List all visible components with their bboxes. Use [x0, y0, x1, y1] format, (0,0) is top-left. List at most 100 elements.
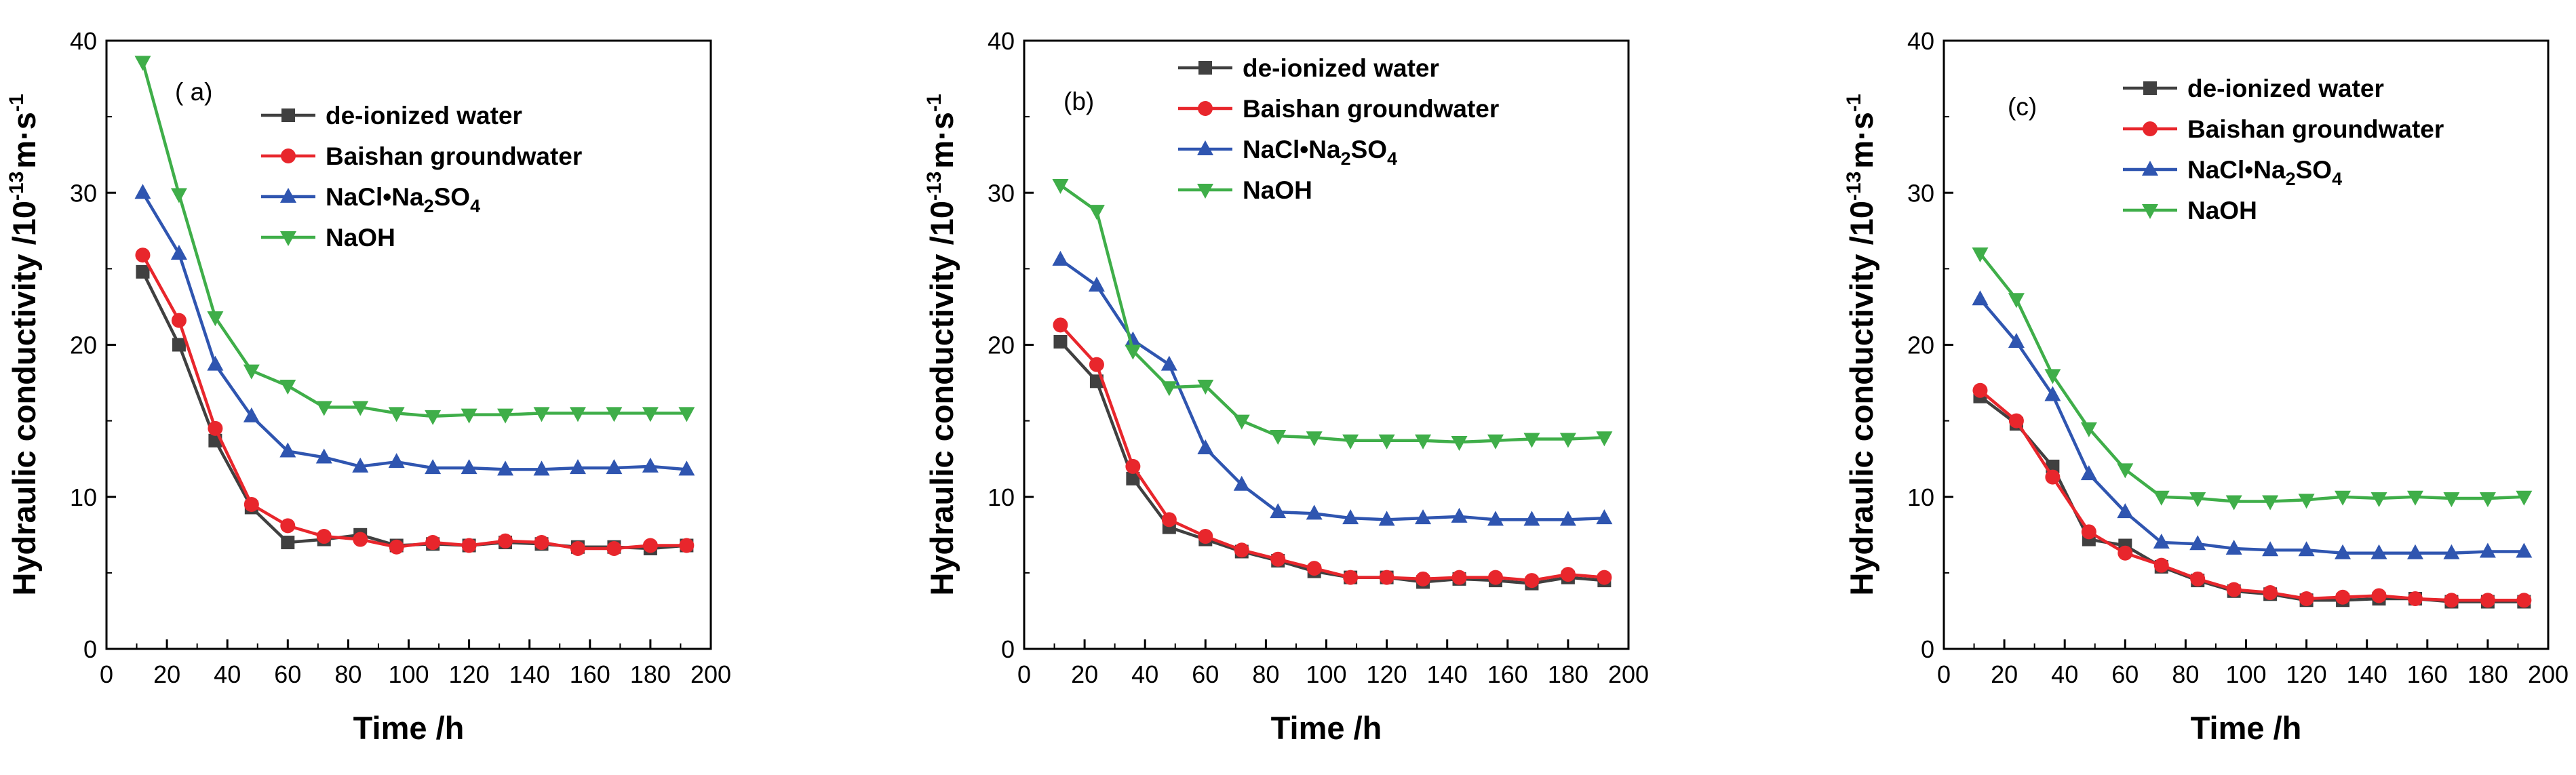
data-point — [497, 460, 514, 476]
series-nacl-na2so4 — [1972, 290, 2533, 559]
x-tick-label: 160 — [570, 660, 610, 688]
x-tick-label: 40 — [2051, 660, 2078, 688]
data-point — [1451, 436, 1468, 452]
data-point — [642, 538, 658, 553]
x-tick-label: 100 — [1306, 660, 1346, 688]
data-point — [2153, 490, 2170, 506]
series-baishan-groundwater — [135, 247, 695, 556]
legend-label: NaCl•Na2SO4 — [1243, 136, 1397, 169]
data-point — [1306, 431, 1323, 447]
legend-label: NaCl•Na2SO4 — [326, 183, 480, 216]
data-point — [1233, 414, 1250, 430]
data-point — [569, 407, 586, 422]
data-point — [1234, 542, 1249, 558]
data-point — [388, 407, 405, 422]
data-point — [2443, 492, 2460, 507]
data-point — [2008, 413, 2024, 429]
x-tick-label: 0 — [100, 660, 113, 688]
data-point — [352, 401, 369, 416]
data-point — [1416, 571, 1431, 587]
data-point — [534, 535, 549, 551]
data-point — [2262, 541, 2279, 557]
x-tick-label: 180 — [2467, 660, 2508, 688]
series-nacl-na2so4 — [1052, 250, 1613, 526]
data-point — [207, 355, 224, 371]
data-point — [316, 529, 332, 544]
data-point — [569, 459, 586, 475]
y-axis-label: Hydraulic conductivity /10-13m·s-1 — [5, 94, 42, 595]
series-line — [1979, 389, 2524, 602]
data-point — [1088, 205, 1105, 220]
data-point — [389, 539, 404, 555]
data-point — [208, 420, 223, 436]
plot-frame — [1023, 39, 1630, 650]
x-tick-label: 180 — [630, 660, 671, 688]
x-tick-label: 120 — [449, 660, 490, 688]
data-point — [2008, 333, 2025, 349]
data-point — [570, 540, 585, 556]
y-tick-label: 30 — [988, 179, 1015, 207]
data-point — [461, 459, 477, 475]
data-point — [315, 448, 332, 464]
data-point — [279, 380, 296, 395]
data-point — [2479, 492, 2496, 507]
x-tick-label: 100 — [2225, 660, 2266, 688]
data-point — [2008, 293, 2025, 309]
data-point — [2189, 492, 2206, 507]
data-point — [2225, 495, 2242, 511]
legend: de-ionized water Baishan groundwater NaCl•… — [2123, 75, 2444, 224]
data-point — [315, 401, 332, 416]
data-point — [1523, 511, 1540, 526]
series-line — [1059, 258, 1605, 521]
data-point — [1053, 317, 1068, 333]
x-tick-label: 140 — [509, 660, 550, 688]
legend-label: de-ionized water — [2187, 75, 2384, 102]
data-point — [2044, 369, 2061, 384]
data-point — [243, 364, 260, 380]
data-point — [2118, 545, 2133, 561]
data-point — [1052, 250, 1069, 266]
data-point — [1451, 570, 1467, 585]
legend-marker — [1198, 61, 1212, 75]
data-point — [1415, 434, 1432, 450]
legend-label: Baishan groundwater — [326, 142, 582, 170]
data-point — [279, 442, 296, 458]
x-tick-label: 60 — [1192, 660, 1219, 688]
x-tick-label: 80 — [2172, 660, 2199, 688]
data-point — [171, 313, 187, 328]
series-naoh — [1972, 247, 2533, 511]
series-line — [1978, 298, 2524, 555]
data-point — [2226, 582, 2242, 597]
y-tick-label: 0 — [1001, 635, 1015, 663]
x-tick-label: 160 — [2407, 660, 2448, 688]
data-point — [2444, 593, 2459, 608]
panel-label: ( a) — [175, 78, 213, 106]
data-point — [1160, 381, 1177, 397]
legend: de-ionized water Baishan groundwater NaCl•… — [261, 102, 582, 252]
data-point — [1596, 431, 1613, 447]
data-point — [134, 56, 151, 71]
series-line — [1059, 340, 1605, 585]
series-line — [1978, 252, 2524, 503]
data-point — [1342, 434, 1359, 450]
x-tick-label: 80 — [1252, 660, 1279, 688]
plot-frame — [105, 39, 712, 650]
data-point — [243, 496, 259, 512]
data-point — [1487, 511, 1504, 526]
legend-marker — [2142, 204, 2158, 219]
x-axis-label: Time /h — [353, 710, 465, 746]
data-point — [2335, 544, 2351, 559]
data-point — [2407, 591, 2423, 606]
y-tick-label: 30 — [1907, 179, 1934, 207]
data-point — [2480, 593, 2495, 608]
data-point — [353, 532, 368, 547]
legend-marker — [281, 108, 295, 122]
y-tick-label: 20 — [988, 332, 1015, 359]
data-point — [1378, 434, 1395, 450]
series-line — [141, 192, 687, 471]
data-point — [1270, 430, 1287, 445]
data-point — [1125, 331, 1141, 346]
legend-marker — [2143, 81, 2157, 95]
data-point — [497, 408, 514, 424]
data-point — [2263, 585, 2278, 601]
